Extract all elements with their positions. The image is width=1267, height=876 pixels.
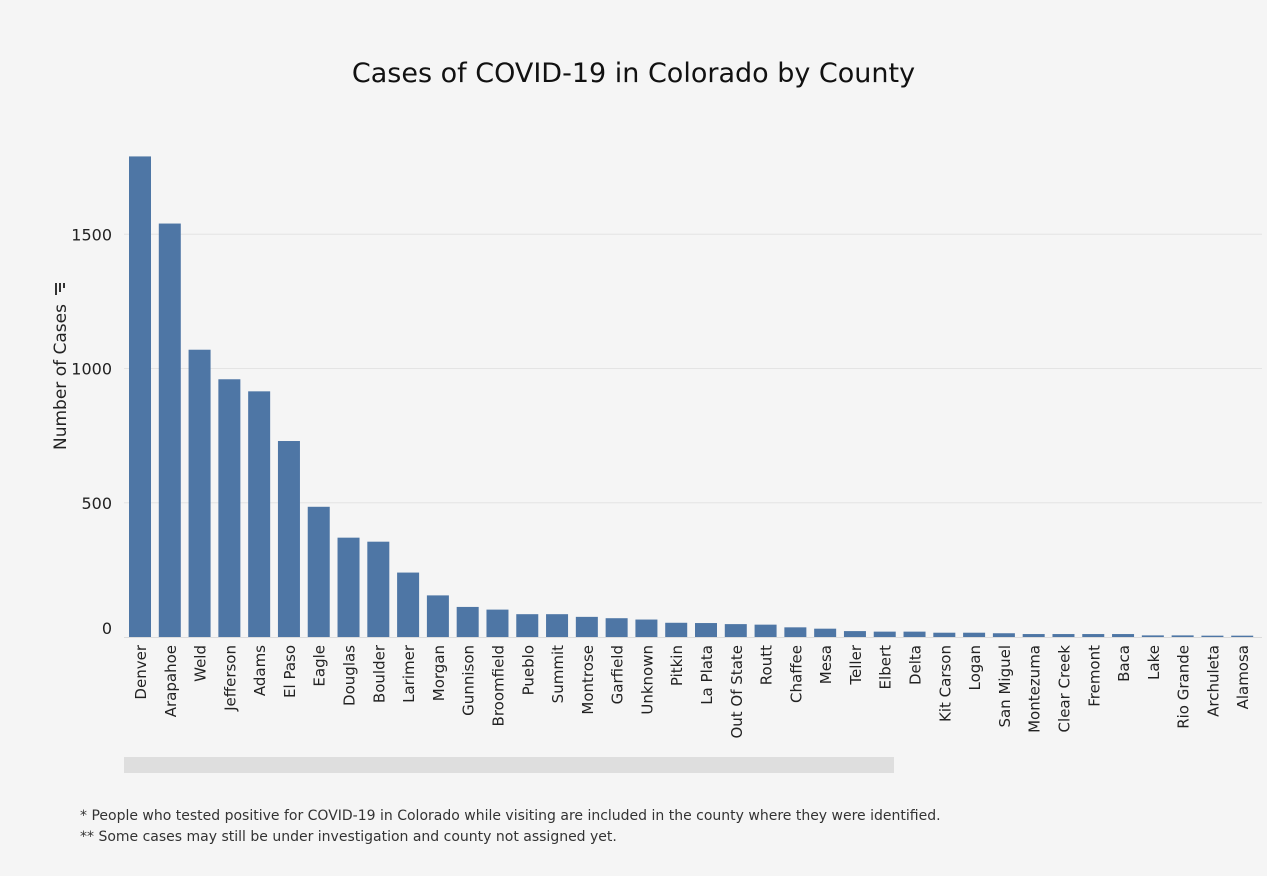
bar-arapahoe[interactable] [158,223,181,638]
chart-title: Cases of COVID-19 in Colorado by County [351,58,916,89]
x-tick-label: Mesa [817,645,835,684]
x-tick-label: Montrose [579,645,597,715]
x-tick-label: Douglas [341,645,359,706]
footnote-visitors: * People who tested positive for COVID-1… [80,808,941,824]
y-tick-label: 0 [102,619,112,638]
x-tick-label: Pueblo [519,645,537,695]
x-tick-label: Morgan [430,645,448,701]
bar-kit-carson[interactable] [933,632,956,637]
bar-rio-grande[interactable] [1171,635,1194,637]
bar-weld[interactable] [188,349,211,637]
bar-montrose[interactable] [575,616,598,637]
bar-out-of-state[interactable] [724,624,747,637]
x-tick-label: Broomfield [489,645,507,726]
x-tick-label: Archuleta [1204,645,1222,717]
x-tick-label: Delta [907,645,925,685]
bar-pitkin[interactable] [665,622,688,637]
bar-alamosa[interactable] [1231,635,1254,637]
horizontal-scrollbar[interactable] [124,757,894,773]
x-tick-label: Lake [1145,645,1163,680]
bar-chart: 0 500 1000 1500 Denver Arapahoe Weld Jefferson… [51,156,1262,739]
x-tick-label: Teller [847,644,865,685]
x-tick-label: Weld [192,645,210,682]
bar-garfield[interactable] [605,618,628,637]
x-tick-label: Out Of State [728,645,746,739]
y-axis-title: Number of Cases [51,304,71,450]
x-tick-label: Jefferson [221,645,239,712]
gridlines [124,233,1262,638]
y-tick-label: 1500 [71,225,112,244]
x-tick-label: Montezuma [1026,645,1044,733]
bar-boulder[interactable] [367,541,390,637]
bar-jefferson[interactable] [218,379,241,637]
x-tick-label: Larimer [400,644,418,703]
x-tick-label: Boulder [370,644,388,703]
x-tick-label: Logan [966,645,984,691]
x-tick-label: El Paso [281,645,299,698]
x-tick-label: Clear Creek [1055,645,1073,733]
bar-el-paso[interactable] [277,441,300,637]
x-tick-label: Garfield [609,645,627,704]
bar-clear-creek[interactable] [1052,634,1075,637]
x-tick-label: Pitkin [668,645,686,686]
sort-icon[interactable] [55,283,65,295]
x-tick-label: Fremont [1085,645,1103,707]
y-axis-title-group: Number of Cases [51,283,71,450]
bar-archuleta[interactable] [1201,635,1224,637]
x-tick-label: Chaffee [787,645,805,703]
bar-la-plata[interactable] [695,623,717,637]
bar-lake[interactable] [1141,635,1164,637]
bar-baca[interactable] [1112,634,1135,637]
x-tick-label: Alamosa [1234,645,1252,709]
bars [129,156,1254,638]
x-tick-label: Kit Carson [936,645,954,722]
x-tick-label: Elbert [877,645,895,690]
bar-larimer[interactable] [397,572,420,637]
bar-broomfield[interactable] [486,609,509,637]
bar-teller[interactable] [843,631,866,637]
x-tick-label: Rio Grande [1175,645,1193,729]
bar-elbert[interactable] [873,631,896,637]
bar-pueblo[interactable] [516,614,539,637]
bar-unknown[interactable] [635,619,658,637]
y-axis-ticks: 0 500 1000 1500 [71,225,112,638]
x-tick-label: Denver [132,644,150,699]
bar-chaffee[interactable] [784,627,807,637]
bar-gunnison[interactable] [456,606,479,637]
x-tick-label: La Plata [698,645,716,705]
x-axis-labels: Denver Arapahoe Weld Jefferson Adams El Paso E… [132,644,1252,738]
bar-denver[interactable] [129,156,151,637]
bar-fremont[interactable] [1082,634,1105,637]
x-tick-label: Summit [549,645,567,703]
x-tick-label: Arapahoe [162,645,180,717]
x-tick-label: Adams [251,645,269,696]
bar-douglas[interactable] [337,537,360,637]
bar-delta[interactable] [903,631,926,637]
bar-san-miguel[interactable] [992,633,1015,637]
bar-mesa[interactable] [814,628,837,637]
y-tick-label: 500 [81,494,112,513]
x-tick-label: Routt [758,645,776,685]
x-tick-label: San Miguel [996,645,1014,728]
bar-logan[interactable] [963,632,986,637]
bar-adams[interactable] [248,391,271,637]
bar-montezuma[interactable] [1022,634,1045,637]
x-tick-label: Eagle [311,645,329,687]
bar-summit[interactable] [546,614,569,637]
footnote-unassigned: ** Some cases may still be under investi… [80,829,617,845]
x-tick-label: Gunnison [460,645,478,716]
bar-morgan[interactable] [426,595,449,637]
bar-routt[interactable] [754,624,777,637]
x-tick-label: Baca [1115,645,1133,682]
y-tick-label: 1000 [71,360,112,379]
bar-eagle[interactable] [307,506,330,637]
x-tick-label: Unknown [638,645,656,715]
